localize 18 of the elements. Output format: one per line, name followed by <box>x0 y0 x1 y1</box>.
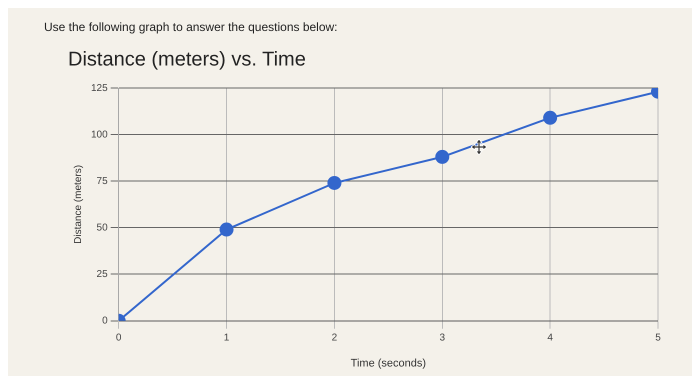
point <box>327 176 342 190</box>
x-tick-label: 2 <box>332 332 338 344</box>
y-tick-label: 25 <box>96 268 108 280</box>
x-tick-label: 3 <box>439 332 446 344</box>
x-tick-label: 5 <box>655 332 662 344</box>
x-tick-label: 1 <box>224 332 230 344</box>
point <box>435 150 450 164</box>
x-axis-title: Time (seconds) <box>350 357 426 370</box>
x-tick-label: 0 <box>116 332 122 344</box>
y-tick-label: 0 <box>102 316 108 327</box>
chart-title: Distance (meters) vs. Time <box>68 48 306 71</box>
y-tick-label: 50 <box>96 222 108 234</box>
y-axis-title: Distance (meters) <box>72 164 84 244</box>
x-tick-label: 4 <box>547 332 554 344</box>
y-tick-label: 100 <box>90 129 108 140</box>
text: Use the following graph to answer the questions below: <box>43 19 339 36</box>
y-tick-label: 125 <box>90 82 108 94</box>
y-tick-label: 75 <box>96 176 108 187</box>
